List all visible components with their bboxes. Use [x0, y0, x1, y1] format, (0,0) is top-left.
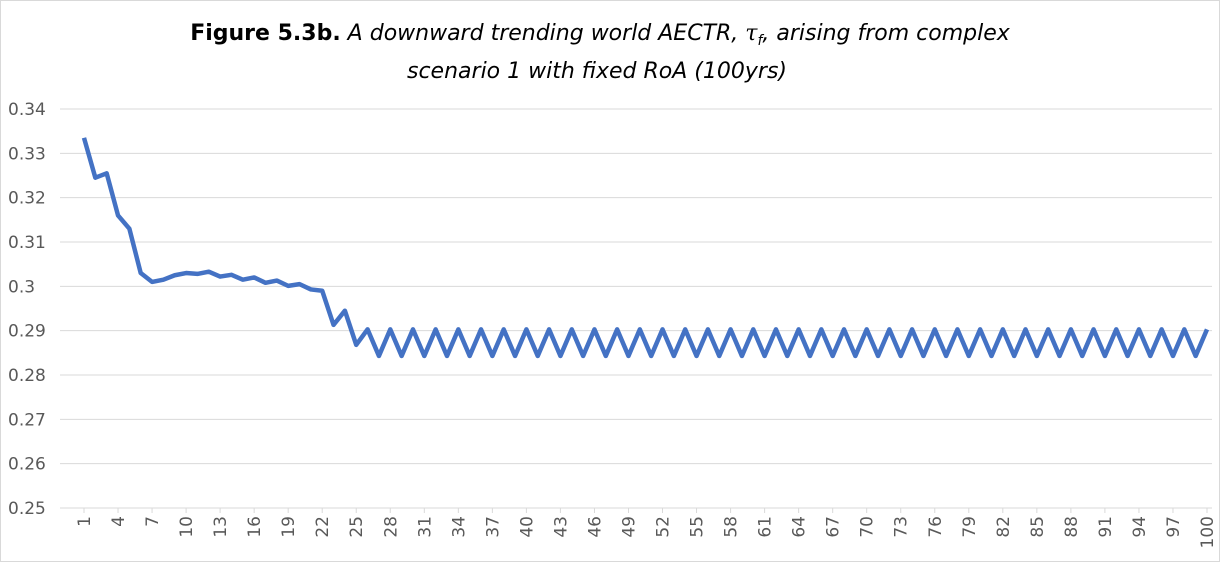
- x-tick-label: 1: [75, 516, 95, 527]
- x-tick-label: 4: [109, 516, 129, 527]
- x-tick-label: 22: [313, 516, 333, 538]
- chart-title-line2: scenario 1 with fixed RoA (100yrs): [407, 59, 787, 84]
- x-tick-label: 16: [245, 516, 265, 538]
- chart-title: Figure 5.3b. A downward trending world A…: [190, 21, 1011, 49]
- x-tick-label: 19: [279, 516, 299, 538]
- x-tick-label: 25: [347, 516, 367, 538]
- x-tick-label: 79: [960, 516, 980, 538]
- x-tick-label: 46: [585, 516, 605, 538]
- x-tick-label: 70: [858, 516, 878, 538]
- x-tick-label: 49: [619, 516, 639, 538]
- x-tick-label: 97: [1164, 516, 1184, 538]
- x-tick-label: 64: [790, 516, 810, 538]
- y-tick-label: 0.28: [8, 366, 46, 386]
- y-tick-label: 0.27: [8, 410, 46, 430]
- x-tick-label: 28: [381, 516, 401, 538]
- x-tick-label: 43: [551, 516, 571, 538]
- title-subscript: f: [757, 33, 764, 49]
- x-tick-label: 76: [926, 516, 946, 538]
- x-tick-label: 10: [177, 516, 197, 538]
- x-tick-label: 94: [1130, 516, 1150, 538]
- y-tick-label: 0.26: [8, 455, 46, 475]
- x-tick-label: 73: [892, 516, 912, 538]
- y-tick-label: 0.25: [8, 499, 46, 519]
- y-tick-label: 0.33: [8, 144, 46, 164]
- x-tick-label: 31: [415, 516, 435, 538]
- x-tick-label: 52: [654, 516, 674, 538]
- x-tick-label: 100: [1198, 516, 1218, 548]
- data-line: [81, 137, 1210, 359]
- y-tick-label: 0.3: [8, 277, 35, 297]
- y-tick-label: 0.31: [8, 233, 46, 253]
- x-tick-label: 55: [688, 516, 708, 538]
- x-tick-label: 61: [756, 516, 776, 538]
- x-tick-label: 34: [449, 516, 469, 538]
- y-tick-label: 0.29: [8, 322, 46, 342]
- x-tick-label: 85: [1028, 516, 1048, 538]
- x-tick-label: 40: [517, 516, 537, 538]
- x-tick-label: 91: [1096, 516, 1116, 538]
- x-tick-label: 37: [483, 516, 503, 538]
- x-tick-label: 58: [722, 516, 742, 538]
- y-tick-label: 0.32: [8, 189, 46, 209]
- x-tick-label: 82: [994, 516, 1014, 538]
- x-tick-label: 7: [143, 516, 163, 527]
- y-tick-label: 0.34: [8, 100, 46, 120]
- title-label: Figure 5.3b.: [190, 21, 341, 46]
- title-symbol: τ: [745, 21, 758, 46]
- x-tick-label: 67: [824, 516, 844, 538]
- title-text: A downward trending world AECTR,: [341, 21, 746, 46]
- x-tick-label: 88: [1062, 516, 1082, 538]
- title-text: , arising from complex: [762, 21, 1010, 46]
- x-tick-label: 13: [211, 516, 231, 538]
